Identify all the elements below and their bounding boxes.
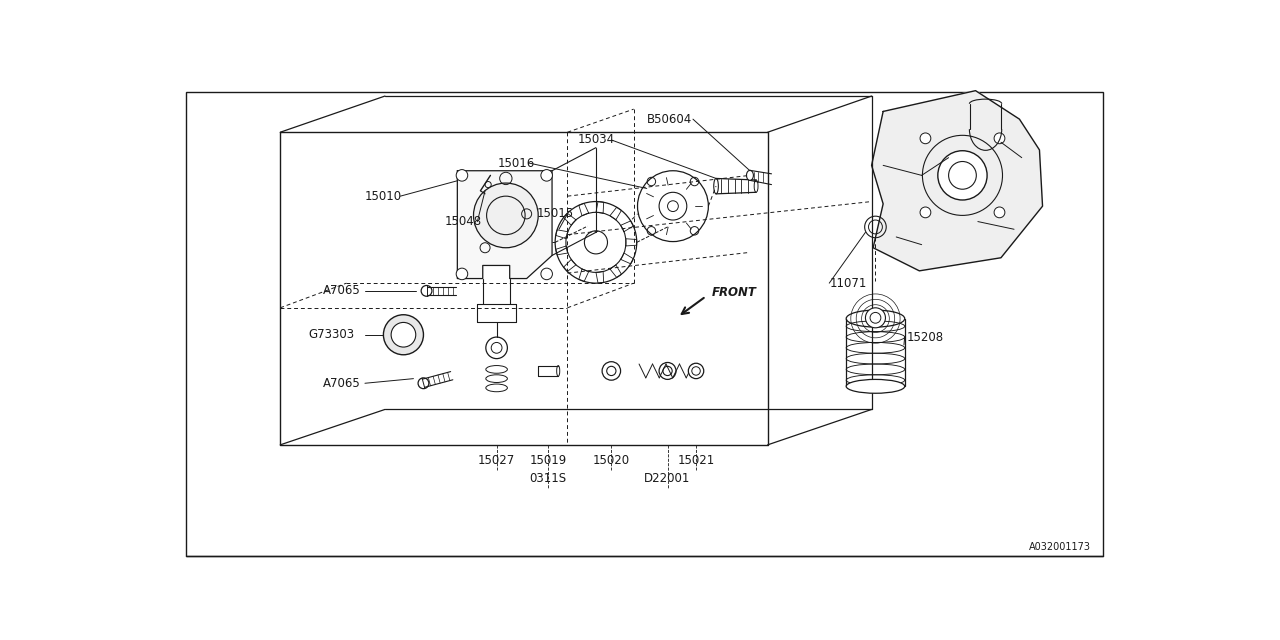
Circle shape xyxy=(384,315,424,355)
Text: 15020: 15020 xyxy=(593,454,630,467)
Circle shape xyxy=(938,150,987,200)
Circle shape xyxy=(474,183,538,248)
Text: FRONT: FRONT xyxy=(712,286,756,299)
Circle shape xyxy=(920,207,931,218)
Circle shape xyxy=(456,170,467,181)
Text: 15034: 15034 xyxy=(577,133,614,147)
Ellipse shape xyxy=(746,170,754,180)
Text: 15048: 15048 xyxy=(444,215,481,228)
Text: 11071: 11071 xyxy=(829,276,867,290)
Circle shape xyxy=(541,170,553,181)
Circle shape xyxy=(689,364,704,379)
Polygon shape xyxy=(457,171,552,278)
Text: 0311S: 0311S xyxy=(530,472,567,485)
Text: 15015: 15015 xyxy=(536,207,573,220)
Text: 15208: 15208 xyxy=(906,330,943,344)
Text: G73303: G73303 xyxy=(308,328,355,341)
Circle shape xyxy=(392,323,416,347)
Ellipse shape xyxy=(421,285,431,296)
Text: 15010: 15010 xyxy=(365,189,402,203)
Polygon shape xyxy=(872,91,1042,271)
Text: 15016: 15016 xyxy=(498,157,535,170)
Ellipse shape xyxy=(419,378,429,388)
Text: A7065: A7065 xyxy=(324,284,361,298)
Circle shape xyxy=(456,268,467,280)
Circle shape xyxy=(995,133,1005,144)
Ellipse shape xyxy=(846,380,905,393)
Text: 15019: 15019 xyxy=(530,454,567,467)
Text: 15027: 15027 xyxy=(477,454,516,467)
Circle shape xyxy=(920,133,931,144)
Circle shape xyxy=(602,362,621,380)
Circle shape xyxy=(865,308,886,328)
Text: A032001173: A032001173 xyxy=(1029,541,1091,552)
Text: A7065: A7065 xyxy=(324,377,361,390)
Circle shape xyxy=(995,207,1005,218)
Ellipse shape xyxy=(846,310,905,327)
Text: D22001: D22001 xyxy=(644,472,691,485)
Circle shape xyxy=(486,337,507,358)
Circle shape xyxy=(541,268,553,280)
Text: 15021: 15021 xyxy=(677,454,714,467)
Text: B50604: B50604 xyxy=(646,113,692,125)
